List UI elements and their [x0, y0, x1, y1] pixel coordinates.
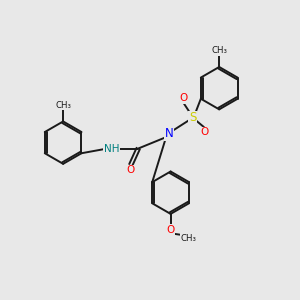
Text: O: O	[200, 127, 208, 137]
Text: CH₃: CH₃	[181, 233, 197, 242]
Text: O: O	[127, 165, 135, 175]
Text: N: N	[165, 127, 173, 140]
Text: CH₃: CH₃	[55, 101, 71, 110]
Text: S: S	[189, 111, 196, 124]
Text: O: O	[167, 225, 175, 235]
Text: NH: NH	[104, 143, 119, 154]
Text: O: O	[179, 93, 188, 103]
Text: CH₃: CH₃	[211, 46, 227, 55]
